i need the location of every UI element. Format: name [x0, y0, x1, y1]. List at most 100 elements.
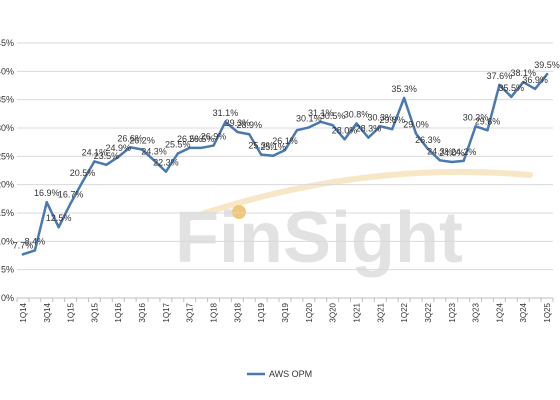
x-tick-label: 1Q20 [305, 302, 314, 322]
data-labels: 7.7%8.4%16.9%12.5%16.7%20.5%24.1%23.5%24… [13, 60, 560, 250]
data-label: 25.1% [260, 142, 286, 152]
data-point [248, 133, 251, 136]
y-tick-label: 45% [0, 38, 14, 48]
data-label: 29.0% [403, 120, 429, 130]
data-point [319, 120, 322, 123]
y-tick-label: 35% [0, 95, 14, 105]
data-label: 28.0% [332, 125, 358, 135]
data-point [462, 159, 465, 163]
data-point [510, 95, 513, 99]
data-label: 8.4% [25, 236, 46, 246]
data-label: 30.3% [368, 112, 394, 122]
y-tick-label: 10% [0, 236, 14, 246]
data-label: 31.1% [213, 108, 239, 118]
data-point [522, 80, 525, 84]
data-label: 36.9% [522, 75, 548, 85]
x-tick-label: 3Q19 [281, 302, 290, 322]
data-point [69, 202, 72, 205]
data-label: 28.9% [237, 120, 263, 130]
x-tick-label: 3Q24 [519, 302, 528, 322]
x-axis: 1Q14 3Q14 1Q15 3Q15 1Q16 3Q16 1Q17 3Q17 1Q18 3Q18… [16, 297, 554, 323]
data-point [45, 201, 48, 204]
data-point [331, 123, 334, 127]
y-tick-label: 25% [0, 151, 14, 161]
data-label: 26.9% [201, 132, 227, 142]
data-point [498, 83, 501, 87]
data-point [117, 155, 120, 159]
data-label: 12.5% [46, 213, 72, 223]
data-point [200, 146, 203, 150]
x-tick-label: 3Q18 [233, 302, 242, 322]
data-label: 38.1% [510, 68, 536, 78]
x-tick-label: 1Q23 [448, 302, 457, 322]
data-point [343, 138, 346, 141]
data-point [438, 159, 442, 162]
watermark-dot [232, 205, 246, 219]
watermark-arc [187, 168, 533, 221]
x-tick-label: 3Q17 [186, 302, 195, 322]
data-label: 31.1% [308, 108, 334, 118]
y-tick-label: 15% [0, 208, 14, 218]
data-point [486, 129, 489, 132]
data-label: 16.7% [58, 189, 84, 199]
x-tick-label: 1Q16 [114, 302, 123, 322]
data-point [533, 87, 537, 91]
y-tick-label: 0% [1, 293, 14, 303]
gridlines [17, 42, 553, 271]
data-label: 20.5% [70, 168, 96, 178]
data-label: 26.1% [272, 136, 298, 146]
data-label: 30.8% [344, 109, 370, 119]
data-label: 24.3% [427, 146, 453, 156]
data-label: 24.1% [82, 147, 108, 157]
data-point [140, 148, 144, 151]
data-label: 26.3% [415, 135, 441, 145]
data-label: 22.3% [153, 158, 179, 168]
x-tick-label: 1Q18 [210, 302, 219, 322]
data-label: 30.5% [320, 111, 346, 121]
data-label: 39.5% [534, 60, 560, 70]
data-point [450, 160, 453, 164]
data-point [93, 160, 96, 163]
x-tick-label: 3Q15 [90, 302, 99, 322]
data-label: 30.3% [463, 112, 489, 122]
y-tick-label: 20% [0, 180, 14, 190]
x-tick-label: 1Q15 [67, 302, 76, 322]
series-aws-opm [21, 72, 549, 256]
data-point [474, 125, 477, 128]
data-point [355, 122, 358, 125]
y-tick-label: 5% [1, 265, 14, 275]
data-label: 26.2% [129, 136, 155, 146]
data-point [271, 154, 275, 157]
data-point [81, 180, 84, 184]
x-tick-label: 1Q21 [352, 302, 361, 322]
data-label: 26.6% [117, 133, 143, 143]
watermark-logo: FinSight [175, 168, 533, 278]
data-label: 24.3% [141, 146, 167, 156]
data-point [259, 153, 263, 156]
data-point [391, 127, 394, 131]
data-label: 35.5% [499, 83, 525, 93]
data-label: 24.0% [439, 148, 465, 158]
data-label: 25.5% [165, 140, 191, 150]
data-point [545, 72, 549, 76]
x-tick-label: 1Q14 [19, 302, 28, 322]
x-tick-label: 1Q22 [400, 302, 409, 322]
data-label: 28.3% [356, 124, 382, 134]
y-tick-label: 30% [0, 123, 14, 133]
data-label: 26.5% [177, 134, 203, 144]
x-tick-label: 1Q24 [495, 302, 504, 322]
data-point [224, 120, 227, 123]
legend: AWS OPM [247, 369, 312, 379]
data-point [236, 130, 239, 134]
data-label: 16.9% [34, 188, 60, 198]
data-label: 24.2% [451, 147, 477, 157]
data-label: 25.3% [248, 141, 274, 151]
x-tick-label: 3Q14 [43, 302, 52, 322]
data-point [33, 249, 37, 252]
data-point [21, 253, 25, 256]
data-label: 37.6% [487, 71, 513, 81]
data-point [414, 132, 418, 135]
data-label: 29.3% [225, 118, 251, 128]
x-tick-label: 1Q25 [543, 302, 552, 322]
